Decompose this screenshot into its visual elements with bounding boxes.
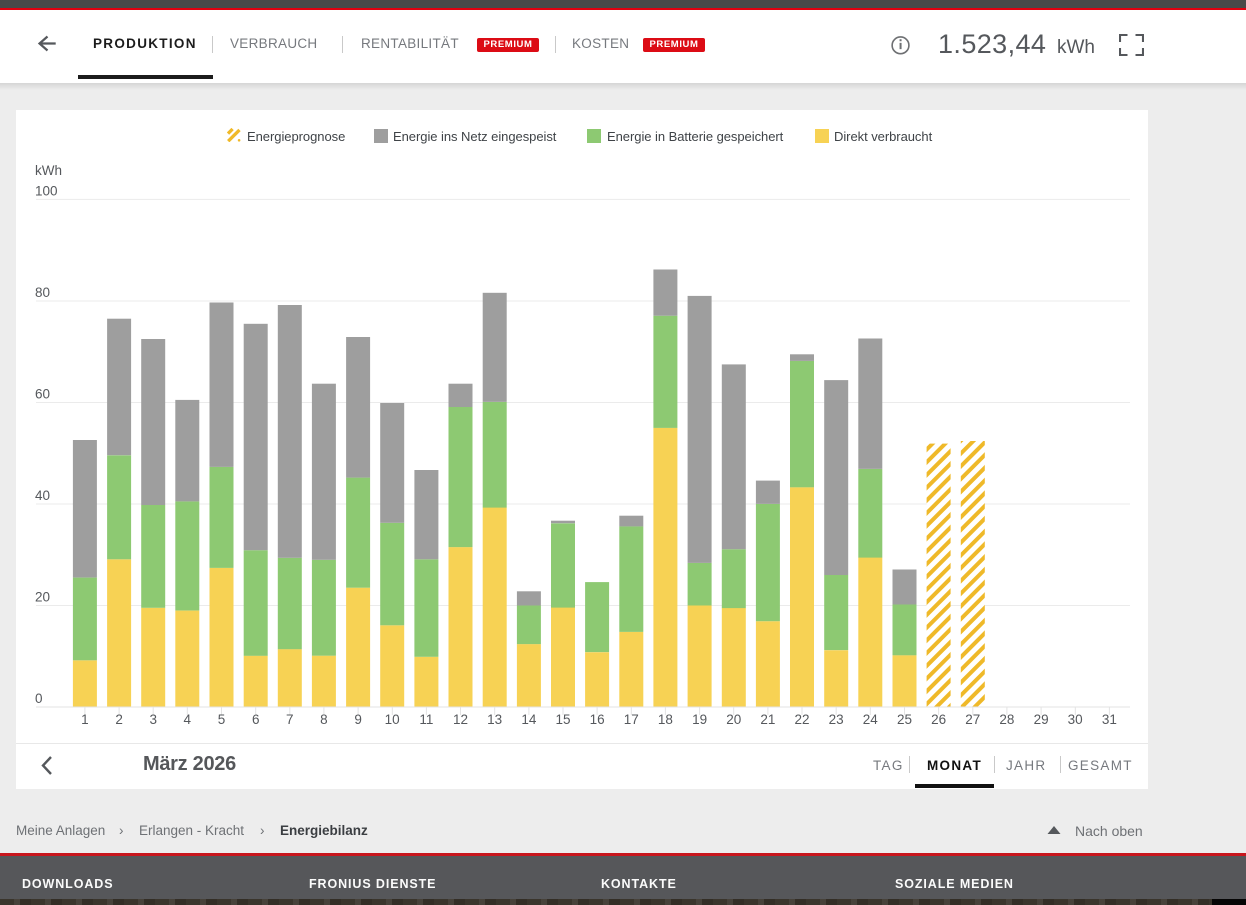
svg-text:9: 9 [354,712,362,727]
svg-text:17: 17 [624,712,639,727]
svg-text:30: 30 [1068,712,1083,727]
svg-text:7: 7 [286,712,294,727]
svg-text:21: 21 [760,712,775,727]
svg-text:100: 100 [35,183,58,198]
svg-text:kWh: kWh [35,163,62,178]
svg-text:24: 24 [863,712,879,727]
svg-text:27: 27 [965,712,980,727]
svg-text:20: 20 [726,712,741,727]
svg-text:6: 6 [252,712,260,727]
svg-text:16: 16 [590,712,605,727]
svg-text:10: 10 [385,712,400,727]
svg-text:40: 40 [35,488,50,503]
svg-text:13: 13 [487,712,502,727]
svg-text:22: 22 [794,712,809,727]
svg-text:26: 26 [931,712,946,727]
svg-text:23: 23 [829,712,844,727]
svg-text:18: 18 [658,712,673,727]
svg-text:12: 12 [453,712,468,727]
svg-text:3: 3 [149,712,157,727]
svg-text:28: 28 [999,712,1014,727]
svg-text:11: 11 [419,712,433,727]
svg-text:0: 0 [35,691,43,706]
svg-text:25: 25 [897,712,912,727]
svg-text:19: 19 [692,712,707,727]
svg-text:20: 20 [35,590,50,605]
svg-text:1: 1 [81,712,89,727]
svg-text:80: 80 [35,285,50,300]
svg-text:2: 2 [115,712,123,727]
svg-text:8: 8 [320,712,328,727]
svg-text:14: 14 [521,712,537,727]
svg-text:60: 60 [35,387,50,402]
svg-text:31: 31 [1102,712,1117,727]
svg-text:5: 5 [218,712,226,727]
svg-text:4: 4 [184,712,192,727]
svg-text:29: 29 [1034,712,1049,727]
svg-text:15: 15 [555,712,570,727]
